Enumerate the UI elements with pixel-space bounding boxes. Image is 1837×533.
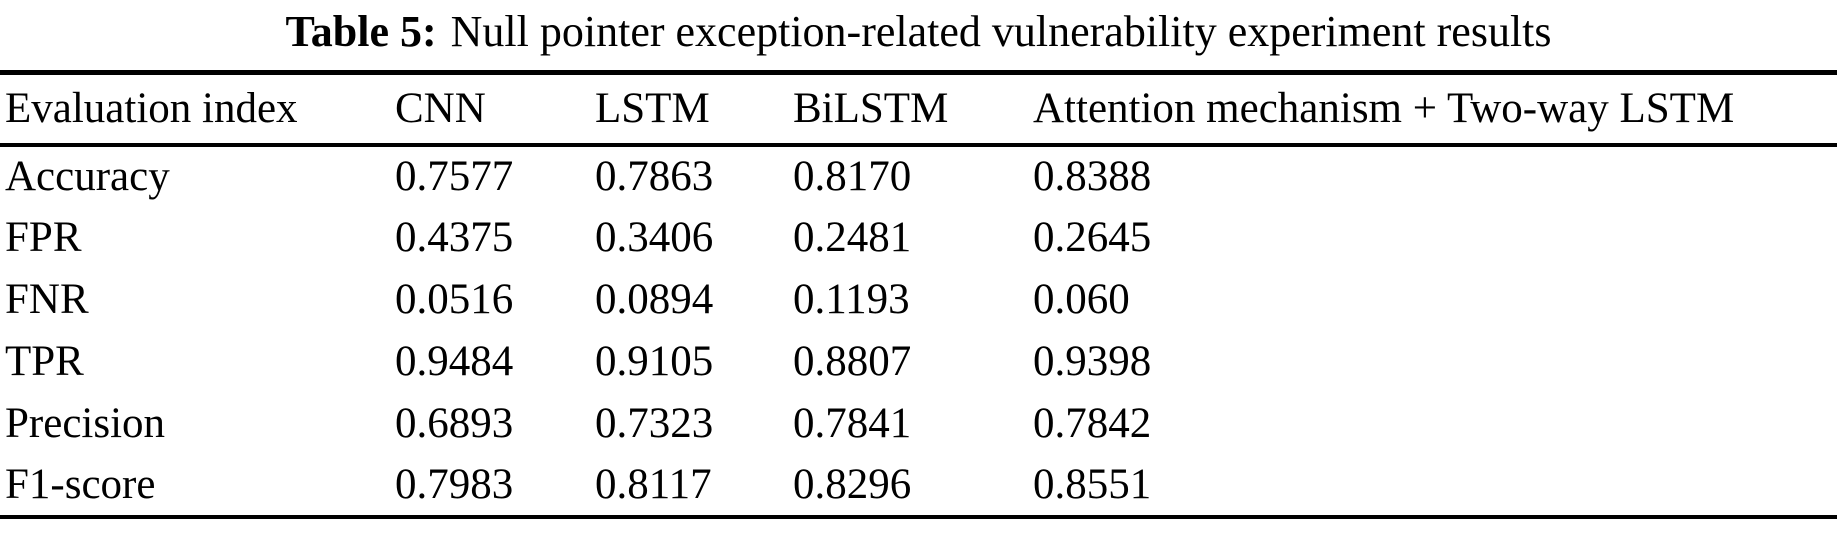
header-attention-two-way-lstm: Attention mechanism + Two-way LSTM [1033,85,1735,133]
header-evaluation-index: Evaluation index [5,85,298,133]
cell-value: 0.2645 [1033,214,1152,261]
row-label: Accuracy [5,153,170,200]
row-label: FPR [5,214,82,261]
cell-value: 0.8388 [1033,153,1152,200]
table-row-precision: Precision 0.6893 0.7323 0.7841 0.7842 [0,393,1837,455]
results-table: Evaluation index CNN LSTM BiLSTM Attenti… [0,70,1837,519]
header-row: Evaluation index CNN LSTM BiLSTM Attenti… [0,73,1837,145]
table-row-accuracy: Accuracy 0.7577 0.7863 0.8170 0.8388 [0,145,1837,207]
cell-value: 0.8551 [1033,461,1152,508]
cell-value: 0.8296 [793,461,912,508]
cell-value: 0.9105 [595,338,714,385]
cell-value: 0.4375 [395,214,514,261]
cell-value: 0.7323 [595,400,714,447]
cell-value: 0.7577 [395,153,514,200]
header-lstm: LSTM [595,85,710,133]
row-label: TPR [5,338,84,385]
cell-value: 0.2481 [793,214,912,261]
cell-value: 0.7863 [595,153,714,200]
cell-value: 0.0516 [395,276,514,323]
header-cnn: CNN [395,85,486,133]
cell-value: 0.8117 [595,461,712,508]
cell-value: 0.7983 [395,461,514,508]
table-caption-label: Table 5: [285,7,437,56]
cell-value: 0.1193 [793,276,910,323]
cell-value: 0.0894 [595,276,714,323]
table-caption: Table 5: Null pointer exception-related v… [0,4,1837,60]
cell-value: 0.8807 [793,338,912,385]
cell-value: 0.9398 [1033,338,1152,385]
cell-value: 0.7842 [1033,400,1152,447]
row-label: Precision [5,400,166,447]
results-table-header: Evaluation index CNN LSTM BiLSTM Attenti… [0,73,1837,145]
table-row-tpr: TPR 0.9484 0.9105 0.8807 0.9398 [0,331,1837,393]
row-label: F1-score [5,461,156,508]
results-table-body: Accuracy 0.7577 0.7863 0.8170 0.8388 FPR… [0,145,1837,517]
cell-value: 0.7841 [793,400,912,447]
cell-value: 0.6893 [395,400,514,447]
row-label: FNR [5,276,89,323]
header-bilstm: BiLSTM [793,85,949,133]
table-row-fnr: FNR 0.0516 0.0894 0.1193 0.060 [0,269,1837,331]
cell-value: 0.9484 [395,338,514,385]
cell-value: 0.060 [1033,276,1130,323]
table-row-fpr: FPR 0.4375 0.3406 0.2481 0.2645 [0,207,1837,269]
cell-value: 0.8170 [793,153,912,200]
table-row-f1-score: F1-score 0.7983 0.8117 0.8296 0.8551 [0,455,1837,517]
table-caption-title: Null pointer exception-related vulnerabi… [450,7,1552,56]
cell-value: 0.3406 [595,214,714,261]
